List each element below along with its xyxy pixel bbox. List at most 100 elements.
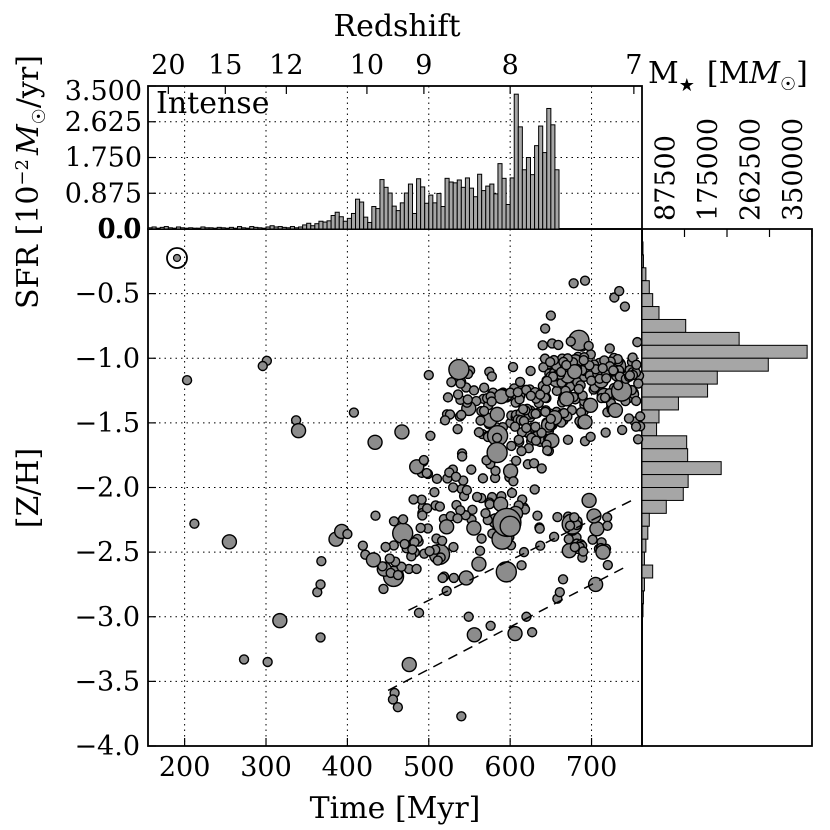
sfr-bar bbox=[171, 227, 177, 230]
scatter-point bbox=[392, 702, 404, 713]
scatter-point bbox=[569, 541, 581, 553]
scatter-point bbox=[508, 476, 519, 487]
sfr-bar bbox=[314, 223, 320, 230]
scatter-point bbox=[438, 519, 455, 535]
sfr-bar bbox=[306, 222, 312, 230]
scatter-point bbox=[578, 355, 589, 366]
mass-bar bbox=[641, 461, 722, 476]
scatter-point bbox=[432, 555, 444, 566]
scatter-point bbox=[486, 396, 497, 407]
scatter-point bbox=[467, 504, 478, 516]
scatter-point bbox=[516, 560, 527, 571]
mass-bar bbox=[641, 396, 679, 411]
sfr-bar bbox=[257, 227, 263, 230]
sfr-bar bbox=[180, 227, 186, 230]
mass-bar bbox=[641, 306, 660, 320]
sfr-bar bbox=[379, 179, 385, 230]
scatter-point bbox=[384, 553, 395, 564]
sfr-bar bbox=[521, 169, 527, 230]
scatter-point bbox=[421, 503, 433, 514]
sfr-bar bbox=[391, 205, 397, 230]
scatter-point bbox=[413, 607, 425, 619]
scatter-point bbox=[434, 501, 446, 512]
scatter-point bbox=[408, 494, 419, 505]
sfr-bar bbox=[493, 193, 499, 230]
scatter-point bbox=[539, 323, 551, 334]
sfr-bar bbox=[204, 227, 210, 230]
mass-bar bbox=[641, 603, 644, 618]
sfr-bar bbox=[489, 183, 495, 230]
scatter-point bbox=[530, 435, 542, 446]
scatter-point bbox=[439, 415, 451, 426]
sfr-bar bbox=[212, 227, 218, 230]
scatter-point bbox=[490, 465, 501, 477]
sfr-bar bbox=[289, 226, 295, 230]
scatter-point bbox=[579, 275, 591, 286]
sfr-histogram bbox=[147, 93, 560, 230]
sfr-bar bbox=[281, 226, 287, 230]
redshift-tick-label: 15 bbox=[208, 50, 242, 81]
sfr-bar bbox=[542, 152, 548, 230]
scatter-point bbox=[477, 473, 489, 484]
scatter-point bbox=[407, 544, 418, 555]
mass-bar bbox=[641, 267, 647, 282]
scatter-point bbox=[530, 421, 541, 432]
scatter-point bbox=[517, 404, 529, 415]
mass-bar bbox=[641, 564, 654, 579]
scatter-point bbox=[431, 473, 443, 485]
scatter-point bbox=[557, 574, 569, 585]
scatter-point bbox=[452, 423, 463, 435]
scatter-point bbox=[466, 464, 477, 475]
scatter-point bbox=[446, 376, 457, 388]
scatter-point bbox=[365, 552, 382, 568]
scatter-point bbox=[468, 385, 480, 396]
scatter-point bbox=[565, 336, 576, 347]
scatter-point bbox=[421, 467, 432, 479]
scatter-point bbox=[447, 482, 459, 493]
sfr-bar bbox=[411, 212, 418, 230]
sfr-bar bbox=[350, 212, 357, 230]
sfr-bar bbox=[228, 226, 234, 230]
sfr-bar bbox=[513, 93, 519, 230]
sfr-bar bbox=[184, 227, 190, 230]
sfr-bar bbox=[261, 227, 267, 230]
y-tick-label: 0.0 bbox=[97, 214, 140, 245]
sfr-bar bbox=[269, 225, 275, 230]
scatter-point bbox=[272, 612, 288, 629]
sfr-grid bbox=[148, 86, 642, 229]
scatter-point bbox=[357, 540, 369, 551]
sfr-bar bbox=[220, 227, 226, 230]
sfr-bar bbox=[367, 221, 373, 230]
scatter-point bbox=[221, 534, 238, 550]
sfr-bar bbox=[159, 226, 165, 230]
redshift-tick-label: 7 bbox=[625, 50, 642, 81]
scatter-point bbox=[506, 440, 517, 452]
scatter-point bbox=[530, 408, 541, 420]
sfr-bar bbox=[485, 185, 491, 230]
scatter-point bbox=[392, 569, 404, 581]
sfr-bar bbox=[460, 186, 466, 230]
scatter-point bbox=[577, 414, 593, 430]
scatter-point bbox=[401, 656, 417, 673]
sfr-bar bbox=[387, 192, 393, 230]
scatter-point bbox=[577, 546, 589, 557]
scatter-point bbox=[415, 522, 426, 534]
scatter-point bbox=[489, 406, 505, 423]
sfr-bar bbox=[241, 227, 247, 230]
scatter-point bbox=[478, 382, 490, 393]
scatter-point bbox=[448, 541, 459, 553]
scatter-point bbox=[630, 395, 642, 407]
x-tick-label: 700 bbox=[566, 752, 618, 783]
mass-bar bbox=[641, 538, 647, 553]
scatter-point bbox=[394, 424, 410, 440]
scatter-points bbox=[181, 275, 646, 722]
scatter-point bbox=[463, 611, 474, 622]
scatter-point bbox=[510, 455, 522, 467]
scatter-point bbox=[559, 391, 575, 407]
mass-bar bbox=[641, 448, 689, 463]
scatter-point bbox=[491, 432, 503, 444]
scatter-point bbox=[630, 421, 642, 432]
scatter-point bbox=[532, 510, 543, 521]
y-tick-label: −2.0 bbox=[74, 473, 140, 504]
scatter-point bbox=[541, 375, 553, 387]
